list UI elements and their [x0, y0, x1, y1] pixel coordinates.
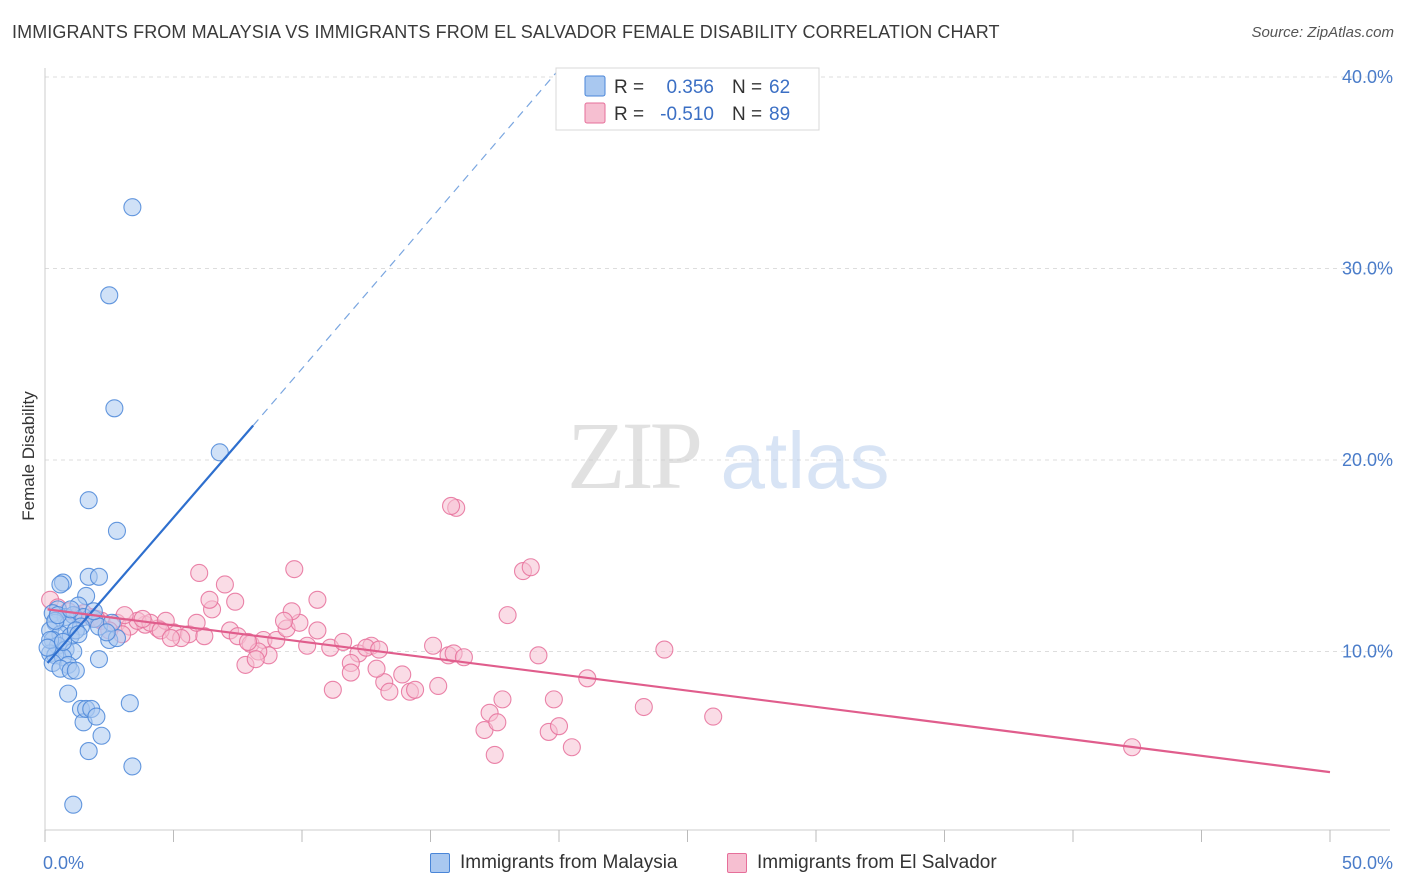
y-tick-label: 30.0%	[1342, 259, 1393, 279]
elsalvador-point	[226, 592, 245, 611]
chart-source: Source: ZipAtlas.com	[1251, 24, 1394, 41]
elsalvador-point	[133, 609, 152, 628]
elsalvador-point	[442, 496, 461, 516]
y-tick-label: 20.0%	[1342, 450, 1393, 470]
malaysia-point	[123, 198, 142, 217]
malaysia-point	[64, 795, 83, 814]
elsalvador-point	[274, 611, 294, 630]
elsalvador-point	[298, 636, 317, 655]
elsalvador-point	[634, 697, 653, 717]
legend-r-label-malaysia: R =	[614, 77, 644, 98]
legend-r-value-elsalvador: -0.510	[660, 104, 714, 125]
watermark-atlas: atlas	[721, 416, 890, 505]
elsalvador-point	[498, 606, 517, 625]
elsalvador-point	[493, 690, 512, 709]
watermark: ZIP atlas	[567, 402, 889, 509]
legend-n-value-elsalvador: 89	[769, 104, 790, 125]
elsalvador-point	[704, 707, 723, 726]
elsalvador-trend-line	[47, 608, 1331, 774]
legend-r-value-malaysia: 0.356	[666, 77, 714, 98]
elsalvador-point	[190, 563, 209, 583]
bottom-legend: Immigrants from Malaysia Immigrants from…	[0, 848, 1406, 880]
malaysia-point	[79, 742, 98, 761]
elsalvador-point	[485, 745, 504, 764]
bottom-legend-label-malaysia: Immigrants from Malaysia	[460, 852, 678, 873]
watermark-zip: ZIP	[567, 402, 700, 509]
malaysia-point	[120, 694, 139, 713]
legend-n-label-malaysia: N =	[732, 77, 762, 98]
malaysia-point	[53, 632, 73, 651]
malaysia-point	[51, 575, 70, 594]
elsalvador-point	[488, 713, 507, 732]
elsalvador-point	[246, 650, 265, 669]
elsalvador-point	[370, 640, 389, 659]
elsalvador-point	[380, 682, 399, 701]
elsalvador-point	[549, 717, 569, 736]
y-tick-label: 40.0%	[1342, 67, 1393, 87]
elsalvador-point	[544, 690, 563, 709]
bottom-legend-item-malaysia: Immigrants from Malaysia	[430, 852, 678, 874]
series-elsalvador-points	[41, 496, 1142, 764]
bottom-legend-swatch-elsalvador	[727, 853, 747, 873]
malaysia-point	[123, 757, 142, 776]
malaysia-point	[59, 684, 78, 703]
y-axis-tick-labels: 10.0% 20.0% 30.0% 40.0%	[1342, 67, 1393, 662]
legend-n-value-malaysia: 62	[769, 77, 790, 98]
bottom-legend-label-elsalvador: Immigrants from El Salvador	[757, 852, 997, 873]
elsalvador-point	[406, 680, 425, 699]
series-malaysia-points	[38, 198, 229, 814]
elsalvador-point	[308, 621, 327, 640]
x-axis-ticks	[44, 830, 1331, 842]
elsalvador-point	[429, 676, 448, 696]
legend-n-label-elsalvador: N =	[732, 104, 762, 125]
legend-r-label-elsalvador: R =	[614, 104, 644, 125]
elsalvador-point	[367, 659, 386, 678]
elsalvador-point	[323, 680, 342, 699]
x-tick-label: 0.0%	[43, 853, 84, 873]
bottom-legend-item-elsalvador: Immigrants from El Salvador	[727, 852, 997, 874]
legend-swatch-elsalvador	[584, 102, 606, 124]
gridlines	[45, 76, 1392, 652]
malaysia-point	[89, 650, 109, 669]
malaysia-point	[97, 623, 116, 642]
malaysia-point	[61, 600, 80, 619]
legend-swatch-malaysia	[584, 75, 606, 97]
malaysia-point	[66, 661, 85, 680]
y-axis-label: Female Disability	[19, 391, 38, 521]
y-tick-label: 10.0%	[1342, 642, 1393, 662]
elsalvador-point	[200, 590, 219, 609]
malaysia-point	[87, 707, 106, 726]
elsalvador-point	[341, 663, 360, 682]
chart-title: IMMIGRANTS FROM MALAYSIA VS IMMIGRANTS F…	[12, 22, 1000, 42]
elsalvador-point	[529, 646, 548, 665]
trend-lines	[46, 68, 1331, 774]
legend-box: R = 0.356 N = 62 R = -0.510 N = 89	[555, 67, 820, 131]
elsalvador-point	[308, 590, 327, 609]
x-axis-tick-labels: 0.0% 50.0%	[43, 853, 1393, 873]
bottom-legend-swatch-malaysia	[430, 853, 450, 873]
elsalvador-point	[424, 636, 443, 655]
malaysia-point	[38, 638, 57, 657]
elsalvador-point	[215, 575, 234, 594]
elsalvador-point	[393, 665, 412, 684]
malaysia-point	[89, 567, 109, 586]
malaysia-point	[100, 286, 119, 305]
malaysia-trend-line	[46, 424, 255, 664]
elsalvador-point	[285, 560, 304, 579]
malaysia-point	[107, 521, 127, 540]
malaysia-trend-extension	[252, 68, 560, 426]
malaysia-point	[92, 726, 111, 745]
elsalvador-point	[238, 632, 258, 651]
elsalvador-point	[195, 627, 214, 646]
malaysia-point	[210, 443, 229, 462]
malaysia-point	[105, 399, 124, 418]
elsalvador-point	[161, 629, 180, 648]
elsalvador-point	[562, 738, 581, 757]
malaysia-point	[79, 491, 98, 510]
elsalvador-point	[655, 640, 674, 659]
x-tick-label: 50.0%	[1342, 853, 1393, 873]
elsalvador-point	[521, 558, 540, 577]
